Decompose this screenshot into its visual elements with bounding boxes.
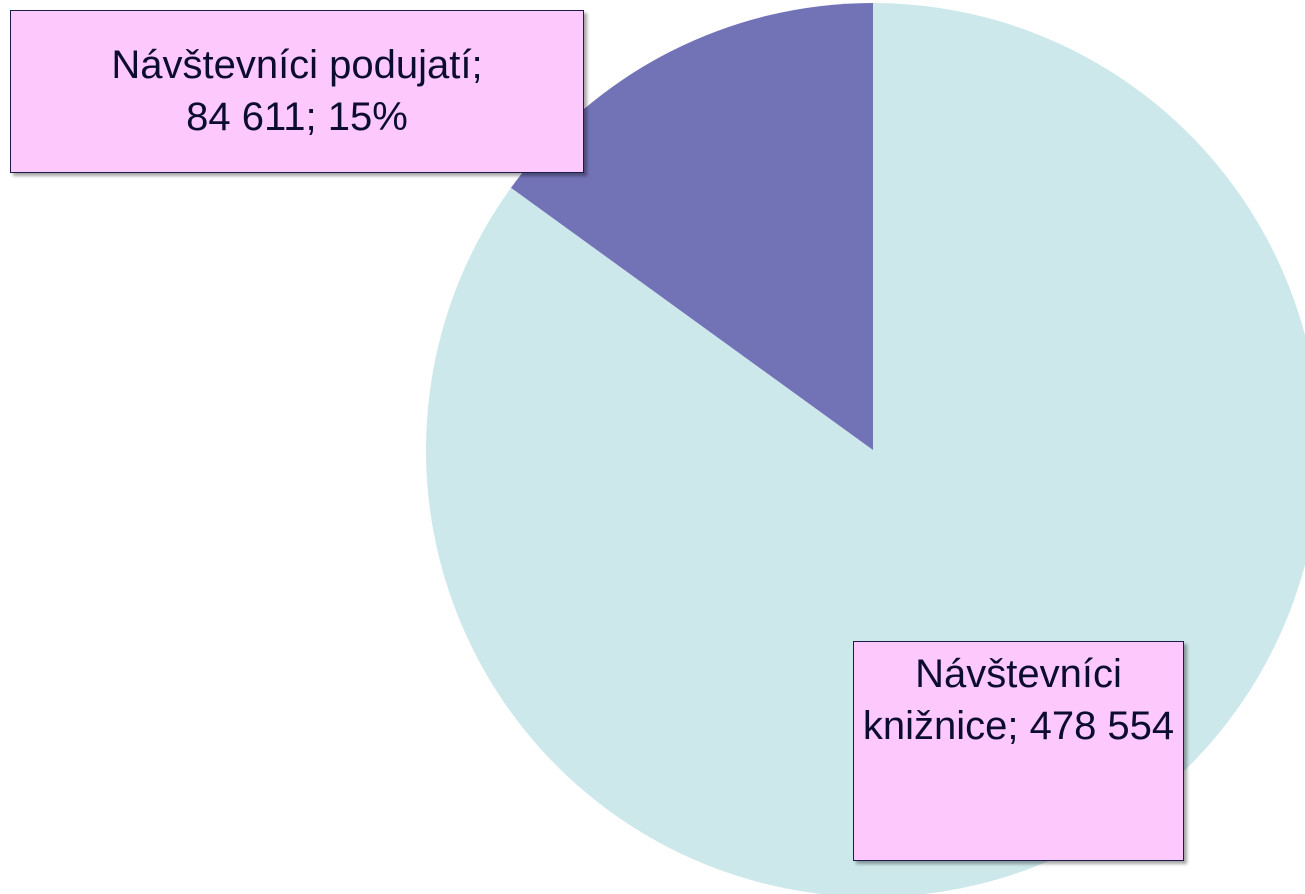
label-name: Návštevníci podujatí	[111, 43, 472, 87]
label-sep: ;	[1007, 704, 1030, 748]
label-value: 84 611	[186, 95, 306, 139]
label-name: Návštevníci knižnice	[862, 652, 1122, 748]
label-value: 478 554	[1029, 704, 1175, 748]
label-percent: 15%	[327, 95, 408, 139]
data-label: Návštevníci podujatí; 84 611; 15%	[10, 10, 584, 173]
label-sep: ;	[305, 95, 328, 139]
label-sep: ;	[471, 43, 483, 87]
data-label: Návštevníci knižnice; 478 554	[853, 641, 1184, 861]
pie-slice	[510, 3, 873, 450]
